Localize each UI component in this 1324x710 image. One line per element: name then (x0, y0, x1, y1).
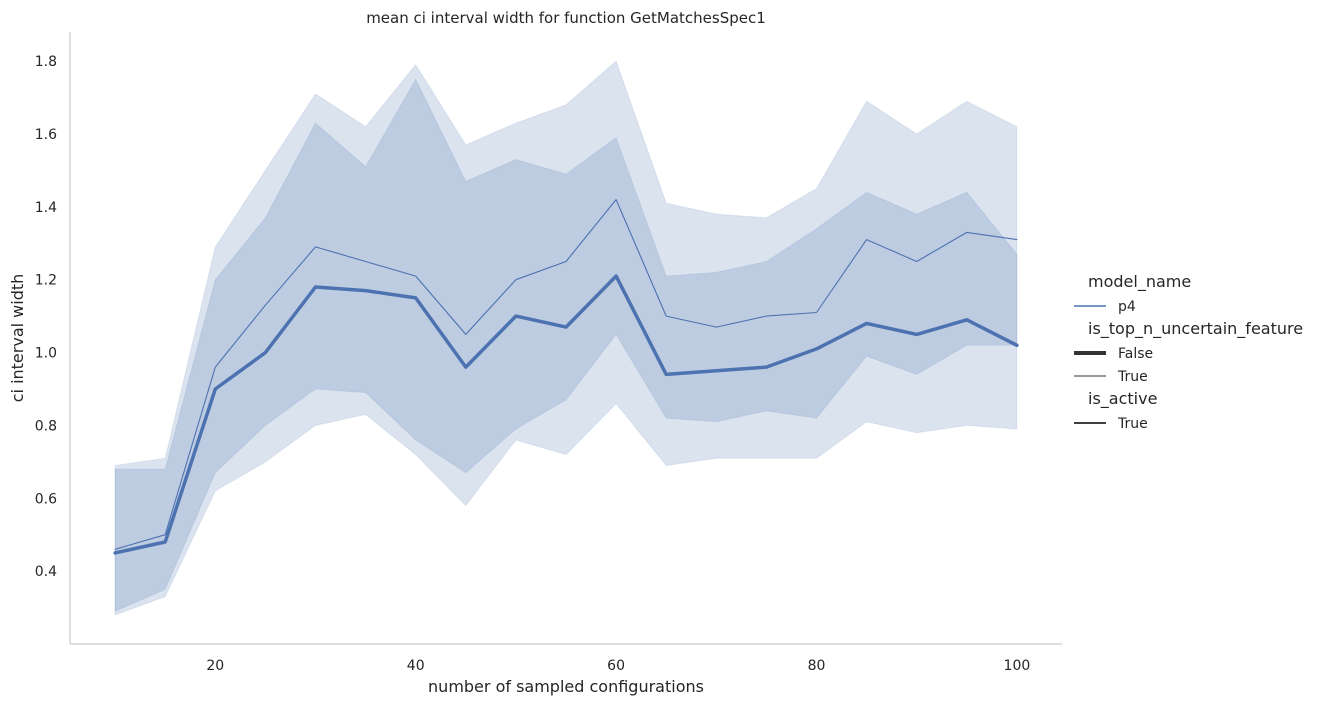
chart-title: mean ci interval width for function GetM… (366, 9, 766, 27)
x-axis-label: number of sampled configurations (428, 677, 704, 696)
ci-band-true (115, 61, 1017, 615)
x-tick-label: 100 (1004, 658, 1031, 674)
legend-entry-label: True (1117, 416, 1148, 432)
y-tick-label: 1.8 (35, 54, 57, 70)
x-tick-label: 60 (607, 658, 625, 674)
legend-entry-label: p4 (1118, 299, 1136, 315)
x-tick-labels: 20 40 60 80 100 (206, 658, 1030, 674)
y-tick-label: 0.8 (35, 418, 57, 434)
legend-entry-label: False (1118, 346, 1153, 362)
y-tick-label: 0.4 (35, 564, 57, 580)
y-tick-label: 1.6 (35, 127, 57, 143)
legend-group-title: is_active (1088, 389, 1157, 409)
x-tick-label: 80 (808, 658, 826, 674)
confidence-bands (115, 61, 1017, 615)
x-tick-label: 20 (206, 658, 224, 674)
legend-group-title: is_top_n_uncertain_feature (1088, 319, 1303, 339)
y-tick-label: 1.2 (35, 273, 57, 289)
y-axis-label: ci interval width (8, 274, 27, 403)
x-tick-label: 40 (407, 658, 425, 674)
y-tick-labels: 0.4 0.6 0.8 1.0 1.2 1.4 1.6 1.8 (35, 54, 57, 580)
legend-group-title: model_name (1088, 272, 1191, 292)
legend-entry-label: True (1117, 369, 1148, 385)
y-tick-label: 1.4 (35, 200, 57, 216)
y-tick-label: 1.0 (35, 346, 57, 362)
legend: model_name p4 is_top_n_uncertain_feature Fa… (1074, 272, 1303, 432)
y-tick-label: 0.6 (35, 491, 57, 507)
